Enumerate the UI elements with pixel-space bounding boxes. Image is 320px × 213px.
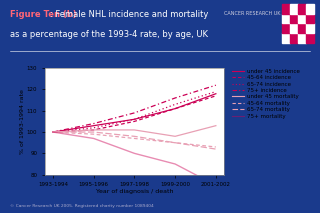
Text: Figure Ten (b): Figure Ten (b) [10, 10, 76, 19]
Bar [290, 33, 298, 43]
Text: CANCER RESEARCH UK: CANCER RESEARCH UK [224, 11, 281, 16]
Bar [306, 4, 314, 14]
Bar [290, 14, 298, 23]
Bar [298, 23, 306, 33]
Text: : Female NHL incidence and mortality: : Female NHL incidence and mortality [50, 10, 208, 19]
Bar [282, 23, 290, 33]
Text: © Cancer Research UK 2005. Registered charity number 1089404: © Cancer Research UK 2005. Registered ch… [10, 204, 153, 208]
Bar [282, 4, 290, 14]
Bar [306, 14, 314, 23]
Bar [282, 14, 290, 23]
Bar [306, 23, 314, 33]
Bar [298, 33, 306, 43]
Legend: under 45 incidence, 45-64 incidence, 65-74 incidence, 75+ incidence, under 45 mo: under 45 incidence, 45-64 incidence, 65-… [232, 69, 300, 118]
Bar [306, 33, 314, 43]
Bar [298, 4, 306, 14]
X-axis label: Year of diagnosis / death: Year of diagnosis / death [96, 189, 173, 194]
Y-axis label: % of 1993-1994 rate: % of 1993-1994 rate [20, 89, 25, 154]
Text: as a percentage of the 1993-4 rate, by age, UK: as a percentage of the 1993-4 rate, by a… [10, 30, 208, 39]
Bar [298, 14, 306, 23]
Bar [282, 33, 290, 43]
Bar [290, 4, 298, 14]
Bar [290, 23, 298, 33]
